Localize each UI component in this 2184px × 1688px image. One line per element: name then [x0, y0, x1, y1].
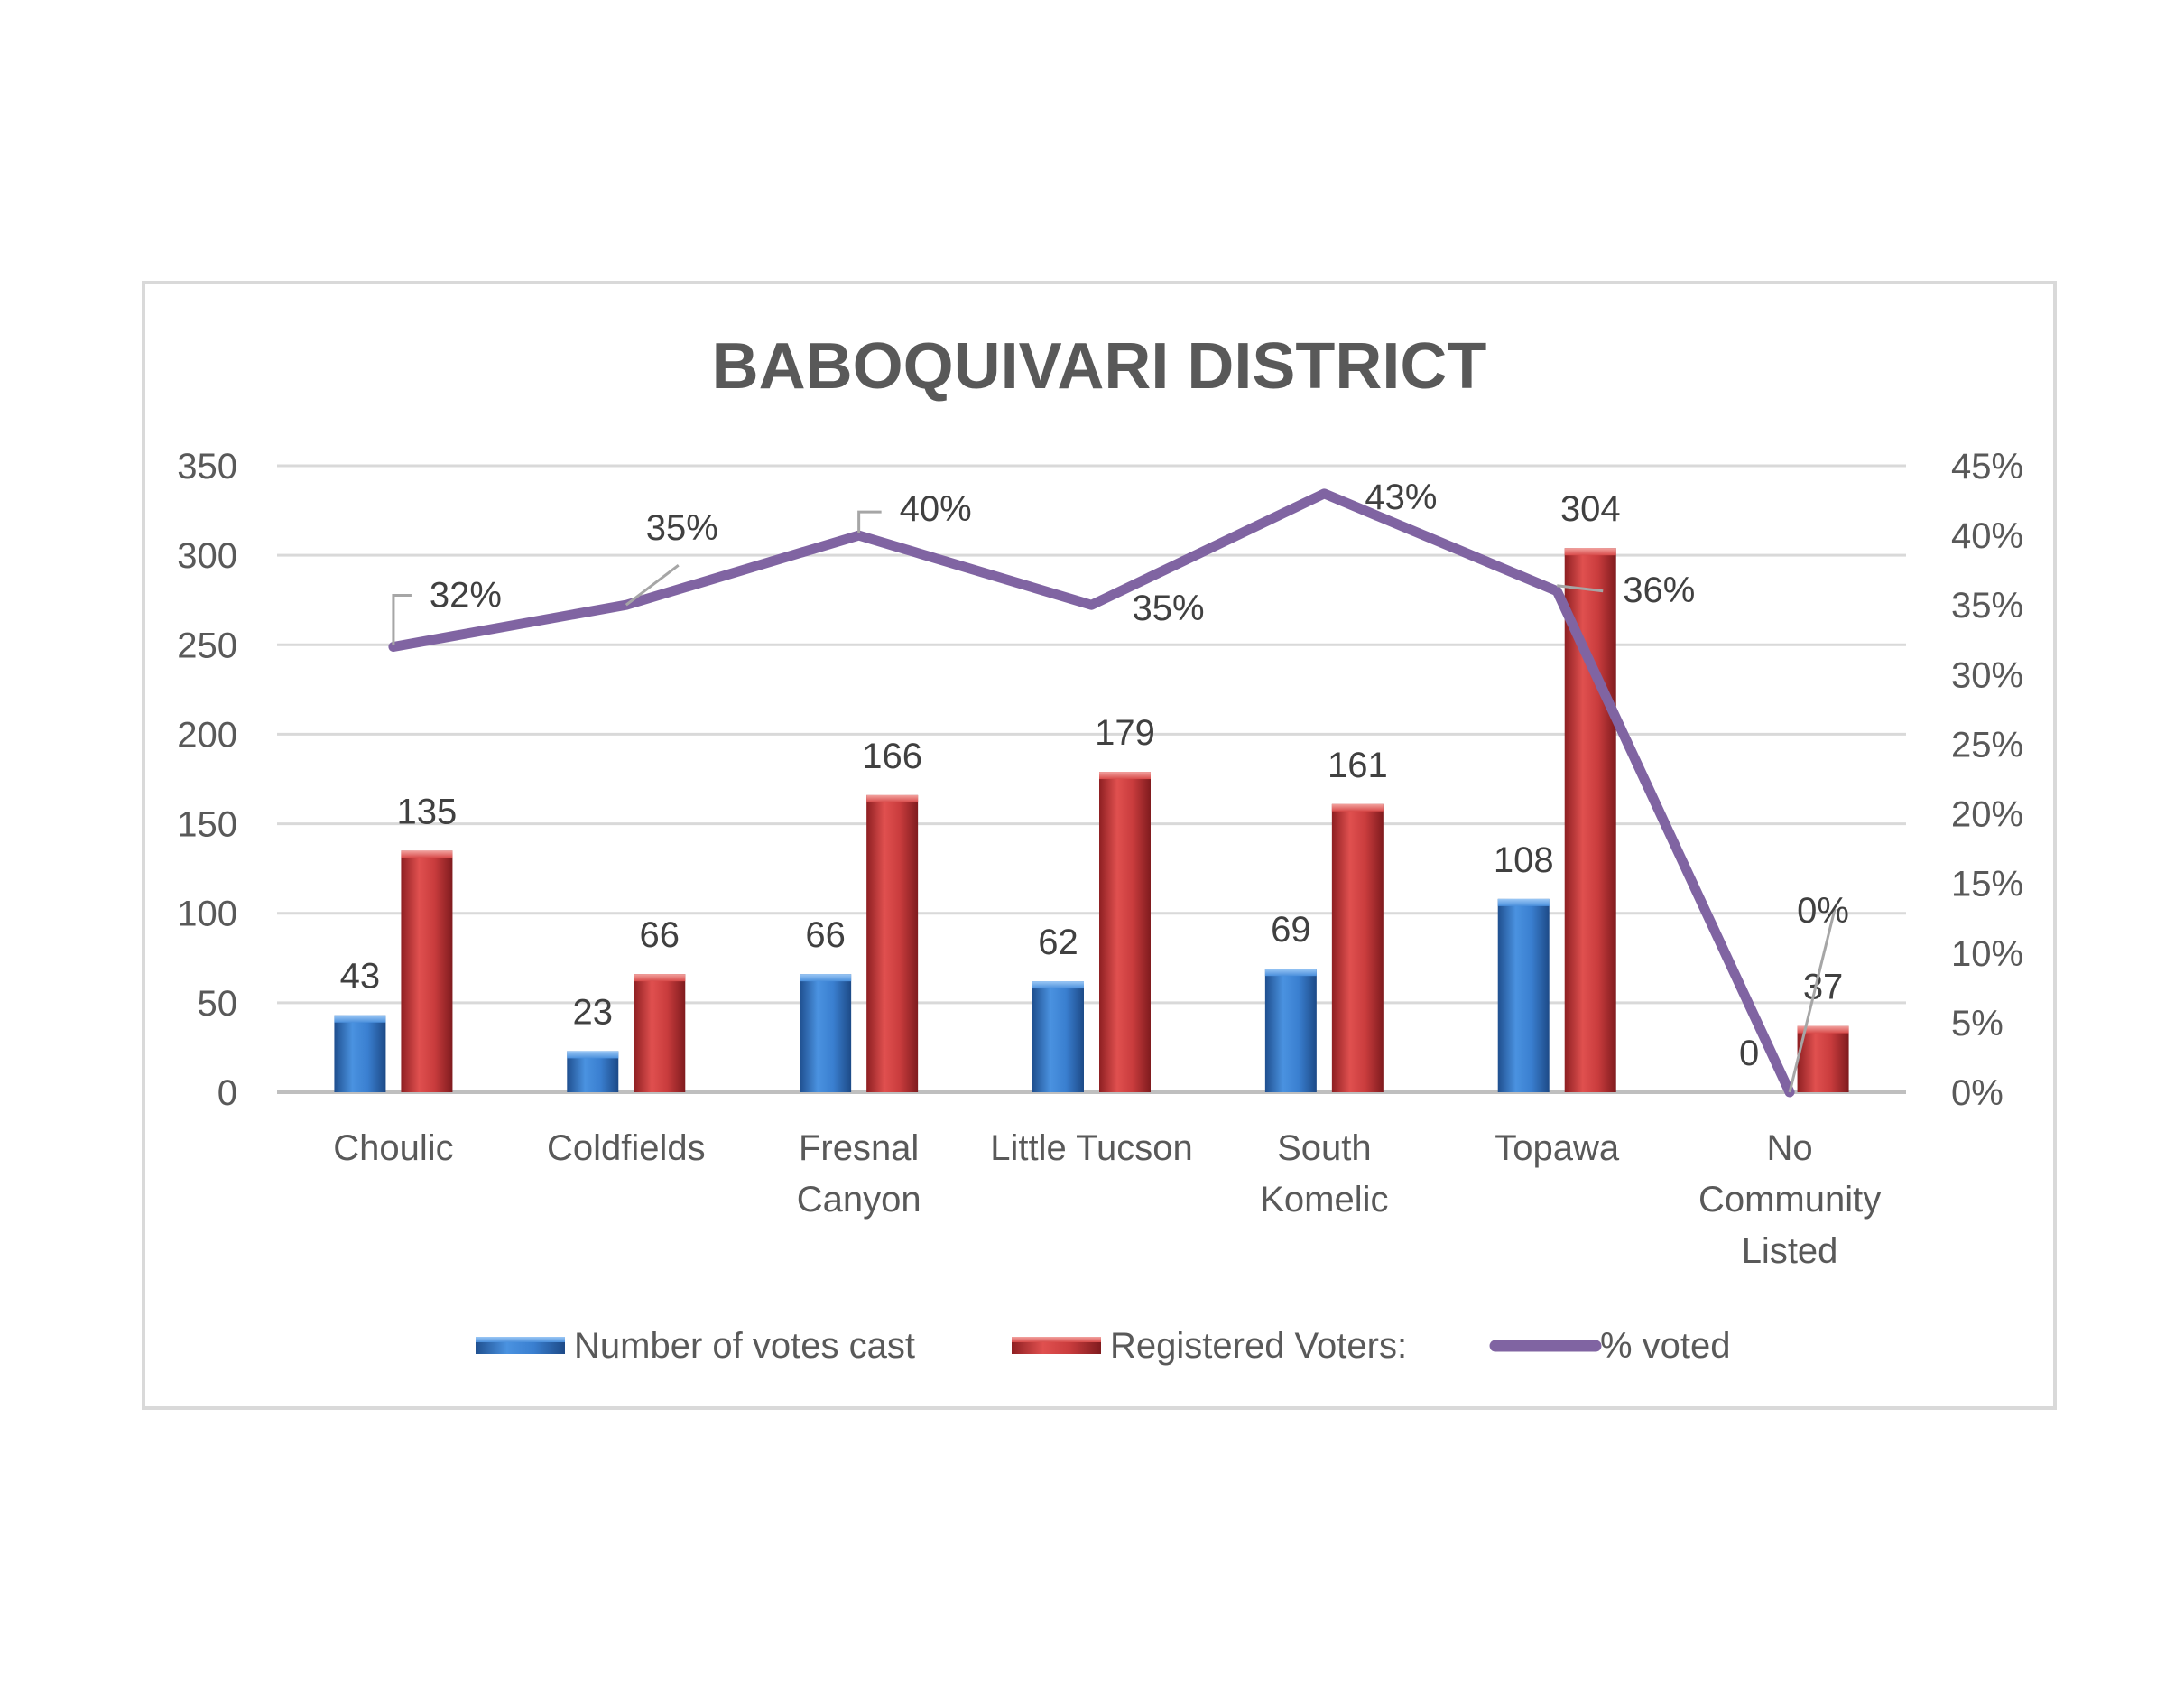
right-axis-tick-label: 0%: [1951, 1073, 2004, 1113]
bar-data-label-registered-voters: 179: [1095, 713, 1155, 753]
right-axis-tick-label: 35%: [1951, 586, 2023, 626]
bar-votes-cast: [1032, 981, 1084, 1092]
bar-cap-registered-voters: [866, 794, 919, 802]
right-axis-tick-label: 25%: [1951, 725, 2023, 765]
bar-cap-registered-voters: [634, 974, 686, 982]
bar-data-label-votes-cast: 43: [340, 957, 381, 997]
legend-label-registered-voters: Registered Voters:: [1110, 1326, 1407, 1366]
right-axis-tick-label: 15%: [1951, 865, 2023, 904]
left-axis-tick-label: 300: [177, 536, 237, 576]
left-axis-tick-label: 50: [198, 984, 238, 1024]
bar-votes-cast: [334, 1015, 386, 1092]
category-axis: Choulic Coldfields Fresnal Canyon Little Tuc…: [333, 1128, 1881, 1271]
line-data-label-pct-voted: 32%: [430, 575, 502, 615]
bar-cap-votes-cast: [334, 1015, 386, 1023]
right-axis-tick-label: 20%: [1951, 795, 2023, 835]
bar-data-label-registered-voters: 135: [397, 792, 458, 831]
bar-data-label-votes-cast: 62: [1038, 923, 1078, 962]
bar-data-label-votes-cast: 66: [805, 915, 846, 955]
bars: [334, 548, 1849, 1092]
category-label: Coldfields: [547, 1128, 706, 1168]
category-label: Choulic: [333, 1128, 453, 1168]
line-data-label-pct-voted: 43%: [1365, 478, 1437, 517]
gridlines: [277, 464, 1906, 1094]
legend: Number of votes cast Registered Voters: …: [476, 1326, 1731, 1366]
legend-item-pct-voted: % voted: [1489, 1326, 1731, 1366]
bar-data-label-votes-cast: 69: [1271, 910, 1311, 950]
bar-votes-cast: [1497, 898, 1550, 1092]
leader-line: [857, 510, 882, 533]
left-axis-tick-label: 150: [177, 805, 237, 845]
legend-label-votes-cast: Number of votes cast: [574, 1326, 915, 1366]
bar-registered-voters: [634, 974, 686, 1092]
left-axis-tick-label: 0: [217, 1073, 237, 1113]
bar-registered-voters: [1331, 803, 1384, 1092]
line-data-label-pct-voted: 35%: [646, 508, 718, 548]
leader-line: [1788, 908, 1837, 1093]
bar-registered-voters: [1564, 548, 1616, 1092]
right-axis-tick-label: 40%: [1951, 516, 2023, 556]
bar-data-label-registered-voters: 161: [1328, 746, 1388, 785]
bar-data-label-registered-voters: 66: [640, 915, 680, 955]
bar-votes-cast: [800, 974, 852, 1092]
bar-cap-registered-voters: [1099, 772, 1151, 780]
bar-registered-voters: [1099, 772, 1151, 1092]
left-axis-tick-label: 100: [177, 895, 237, 934]
bar-cap-registered-voters: [1331, 803, 1384, 812]
bar-registered-voters: [866, 794, 919, 1092]
right-axis-tick-label: 45%: [1951, 447, 2023, 487]
line-data-label-pct-voted: 36%: [1623, 570, 1695, 610]
bar-registered-voters: [401, 850, 453, 1092]
left-axis-tick-label: 250: [177, 626, 237, 665]
bar-data-label-registered-voters: 304: [1560, 489, 1621, 529]
category-label: Little Tucson: [990, 1128, 1193, 1168]
bar-cap-registered-voters: [1564, 548, 1616, 556]
bar-registered-voters: [1797, 1025, 1849, 1092]
leader-line: [625, 564, 680, 607]
left-axis-tick-label: 200: [177, 715, 237, 755]
category-label: Topawa: [1495, 1128, 1620, 1168]
bar-labels: 43 135 23 66 66 166 62 179 69 161 108 304 0 37: [340, 489, 1844, 1073]
category-label: No Community Listed: [1698, 1128, 1881, 1271]
bar-data-label-votes-cast: 0: [1739, 1034, 1759, 1073]
right-axis-tick-label: 30%: [1951, 655, 2023, 695]
bar-votes-cast: [1264, 969, 1317, 1092]
bar-cap-votes-cast: [1264, 969, 1317, 977]
line-data-label-pct-voted: 40%: [900, 489, 972, 529]
line-data-label-pct-voted: 35%: [1133, 589, 1205, 628]
bar-data-label-registered-voters: 37: [1803, 968, 1844, 1007]
leader-line: [392, 593, 412, 645]
bar-data-label-votes-cast: 108: [1494, 840, 1554, 880]
bar-cap-registered-voters: [401, 850, 453, 858]
line-labels: 32% 35% 40% 35% 43% 36% 0%: [392, 478, 1849, 1093]
bar-cap-votes-cast: [1497, 898, 1550, 906]
legend-label-pct-voted: % voted: [1600, 1326, 1731, 1366]
bar-cap-votes-cast: [800, 974, 852, 982]
chart-title: BABOQUIVARI DISTRICT: [712, 330, 1487, 403]
bar-cap-registered-voters: [1797, 1025, 1849, 1034]
line-data-label-pct-voted: 0%: [1797, 891, 1849, 931]
bar-cap-votes-cast: [1032, 981, 1084, 989]
left-axis: 0 50 100 150 200 250 300 350: [177, 447, 237, 1113]
bar-data-label-votes-cast: 23: [573, 992, 614, 1032]
right-axis-tick-label: 5%: [1951, 1004, 2004, 1043]
legend-item-registered-voters: Registered Voters:: [1012, 1326, 1407, 1366]
bar-cap-votes-cast: [567, 1051, 619, 1059]
right-axis-tick-label: 10%: [1951, 934, 2023, 974]
leader-line: [1557, 584, 1604, 593]
legend-item-votes-cast: Number of votes cast: [476, 1326, 915, 1366]
category-label: South Komelic: [1260, 1128, 1388, 1220]
bar-data-label-registered-voters: 166: [862, 737, 922, 776]
left-axis-tick-label: 350: [177, 447, 237, 487]
category-label: Fresnal Canyon: [797, 1128, 921, 1220]
right-axis: 0% 5% 10% 15% 20% 25% 30% 35% 40% 45%: [1951, 447, 2023, 1113]
